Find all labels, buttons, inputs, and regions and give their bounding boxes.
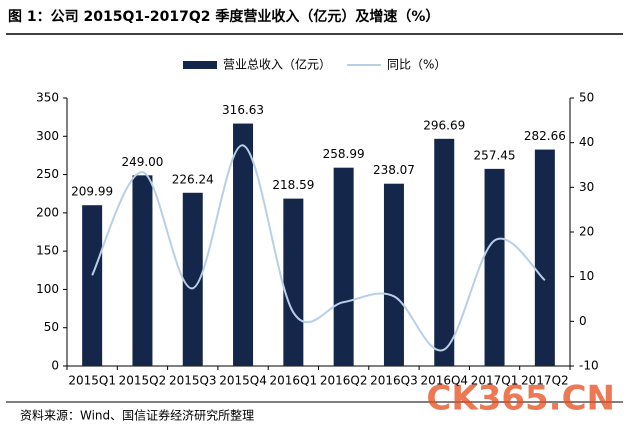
y-tick-label: 250: [36, 167, 59, 181]
value-label: 238.07: [373, 163, 415, 177]
value-label: 282.66: [524, 129, 566, 143]
x-tick-label: 2015Q4: [219, 374, 267, 388]
value-label: 249.00: [121, 155, 163, 169]
legend-label: 营业总收入（亿元）: [223, 57, 331, 72]
y-tick-label: 350: [36, 91, 59, 105]
y-tick-label: 50: [44, 320, 59, 334]
y-tick-label: 0: [51, 359, 59, 373]
value-label: 257.45: [474, 148, 516, 162]
value-label: 316.63: [222, 103, 264, 117]
chart-title: 图 1：公司 2015Q1-2017Q2 季度营业收入（亿元）及增速（%）: [8, 8, 439, 25]
bar: [182, 192, 203, 366]
x-tick-label: 2016Q4: [420, 374, 468, 388]
y2-tick-label: 10: [579, 269, 594, 283]
value-label: 296.69: [423, 118, 465, 132]
y-tick-label: 200: [36, 205, 59, 219]
bar: [333, 167, 354, 366]
legend-swatch: [183, 61, 217, 69]
y-tick-label: 300: [36, 129, 59, 143]
value-label: 218.59: [272, 178, 314, 192]
y2-tick-label: 40: [579, 135, 594, 149]
line: [91, 144, 546, 352]
x-tick-label: 2015Q1: [68, 374, 116, 388]
x-tick-label: 2015Q3: [169, 374, 217, 388]
x-tick-label: 2015Q2: [119, 374, 167, 388]
y2-tick-label: 50: [579, 91, 594, 105]
bar: [484, 168, 505, 366]
bar: [434, 138, 455, 366]
legend-label: 同比（%）: [387, 58, 446, 72]
bar: [82, 205, 103, 366]
y-tick-label: 100: [36, 282, 59, 296]
y2-tick-label: 0: [579, 314, 587, 328]
bar: [534, 149, 555, 366]
y-tick-label: 150: [36, 244, 59, 258]
value-label: 209.99: [71, 185, 113, 199]
watermark: CK365.CN: [426, 379, 615, 419]
source: 资料来源：Wind、国信证券经济研究所整理: [20, 408, 254, 423]
x-tick-label: 2017Q1: [471, 374, 519, 388]
x-tick-label: 2016Q1: [270, 374, 318, 388]
x-tick-label: 2016Q2: [320, 374, 368, 388]
value-label: 258.99: [323, 147, 365, 161]
x-tick-label: 2016Q3: [370, 374, 418, 388]
y2-tick-label: 20: [579, 225, 594, 239]
x-tick-label: 2017Q2: [521, 374, 569, 388]
bar: [132, 175, 153, 366]
bar: [233, 123, 254, 367]
y2-tick-label: 30: [579, 180, 594, 194]
value-label: 226.24: [172, 172, 214, 186]
y2-tick-label: -10: [579, 359, 599, 373]
bar: [283, 198, 304, 366]
bar: [383, 183, 404, 366]
